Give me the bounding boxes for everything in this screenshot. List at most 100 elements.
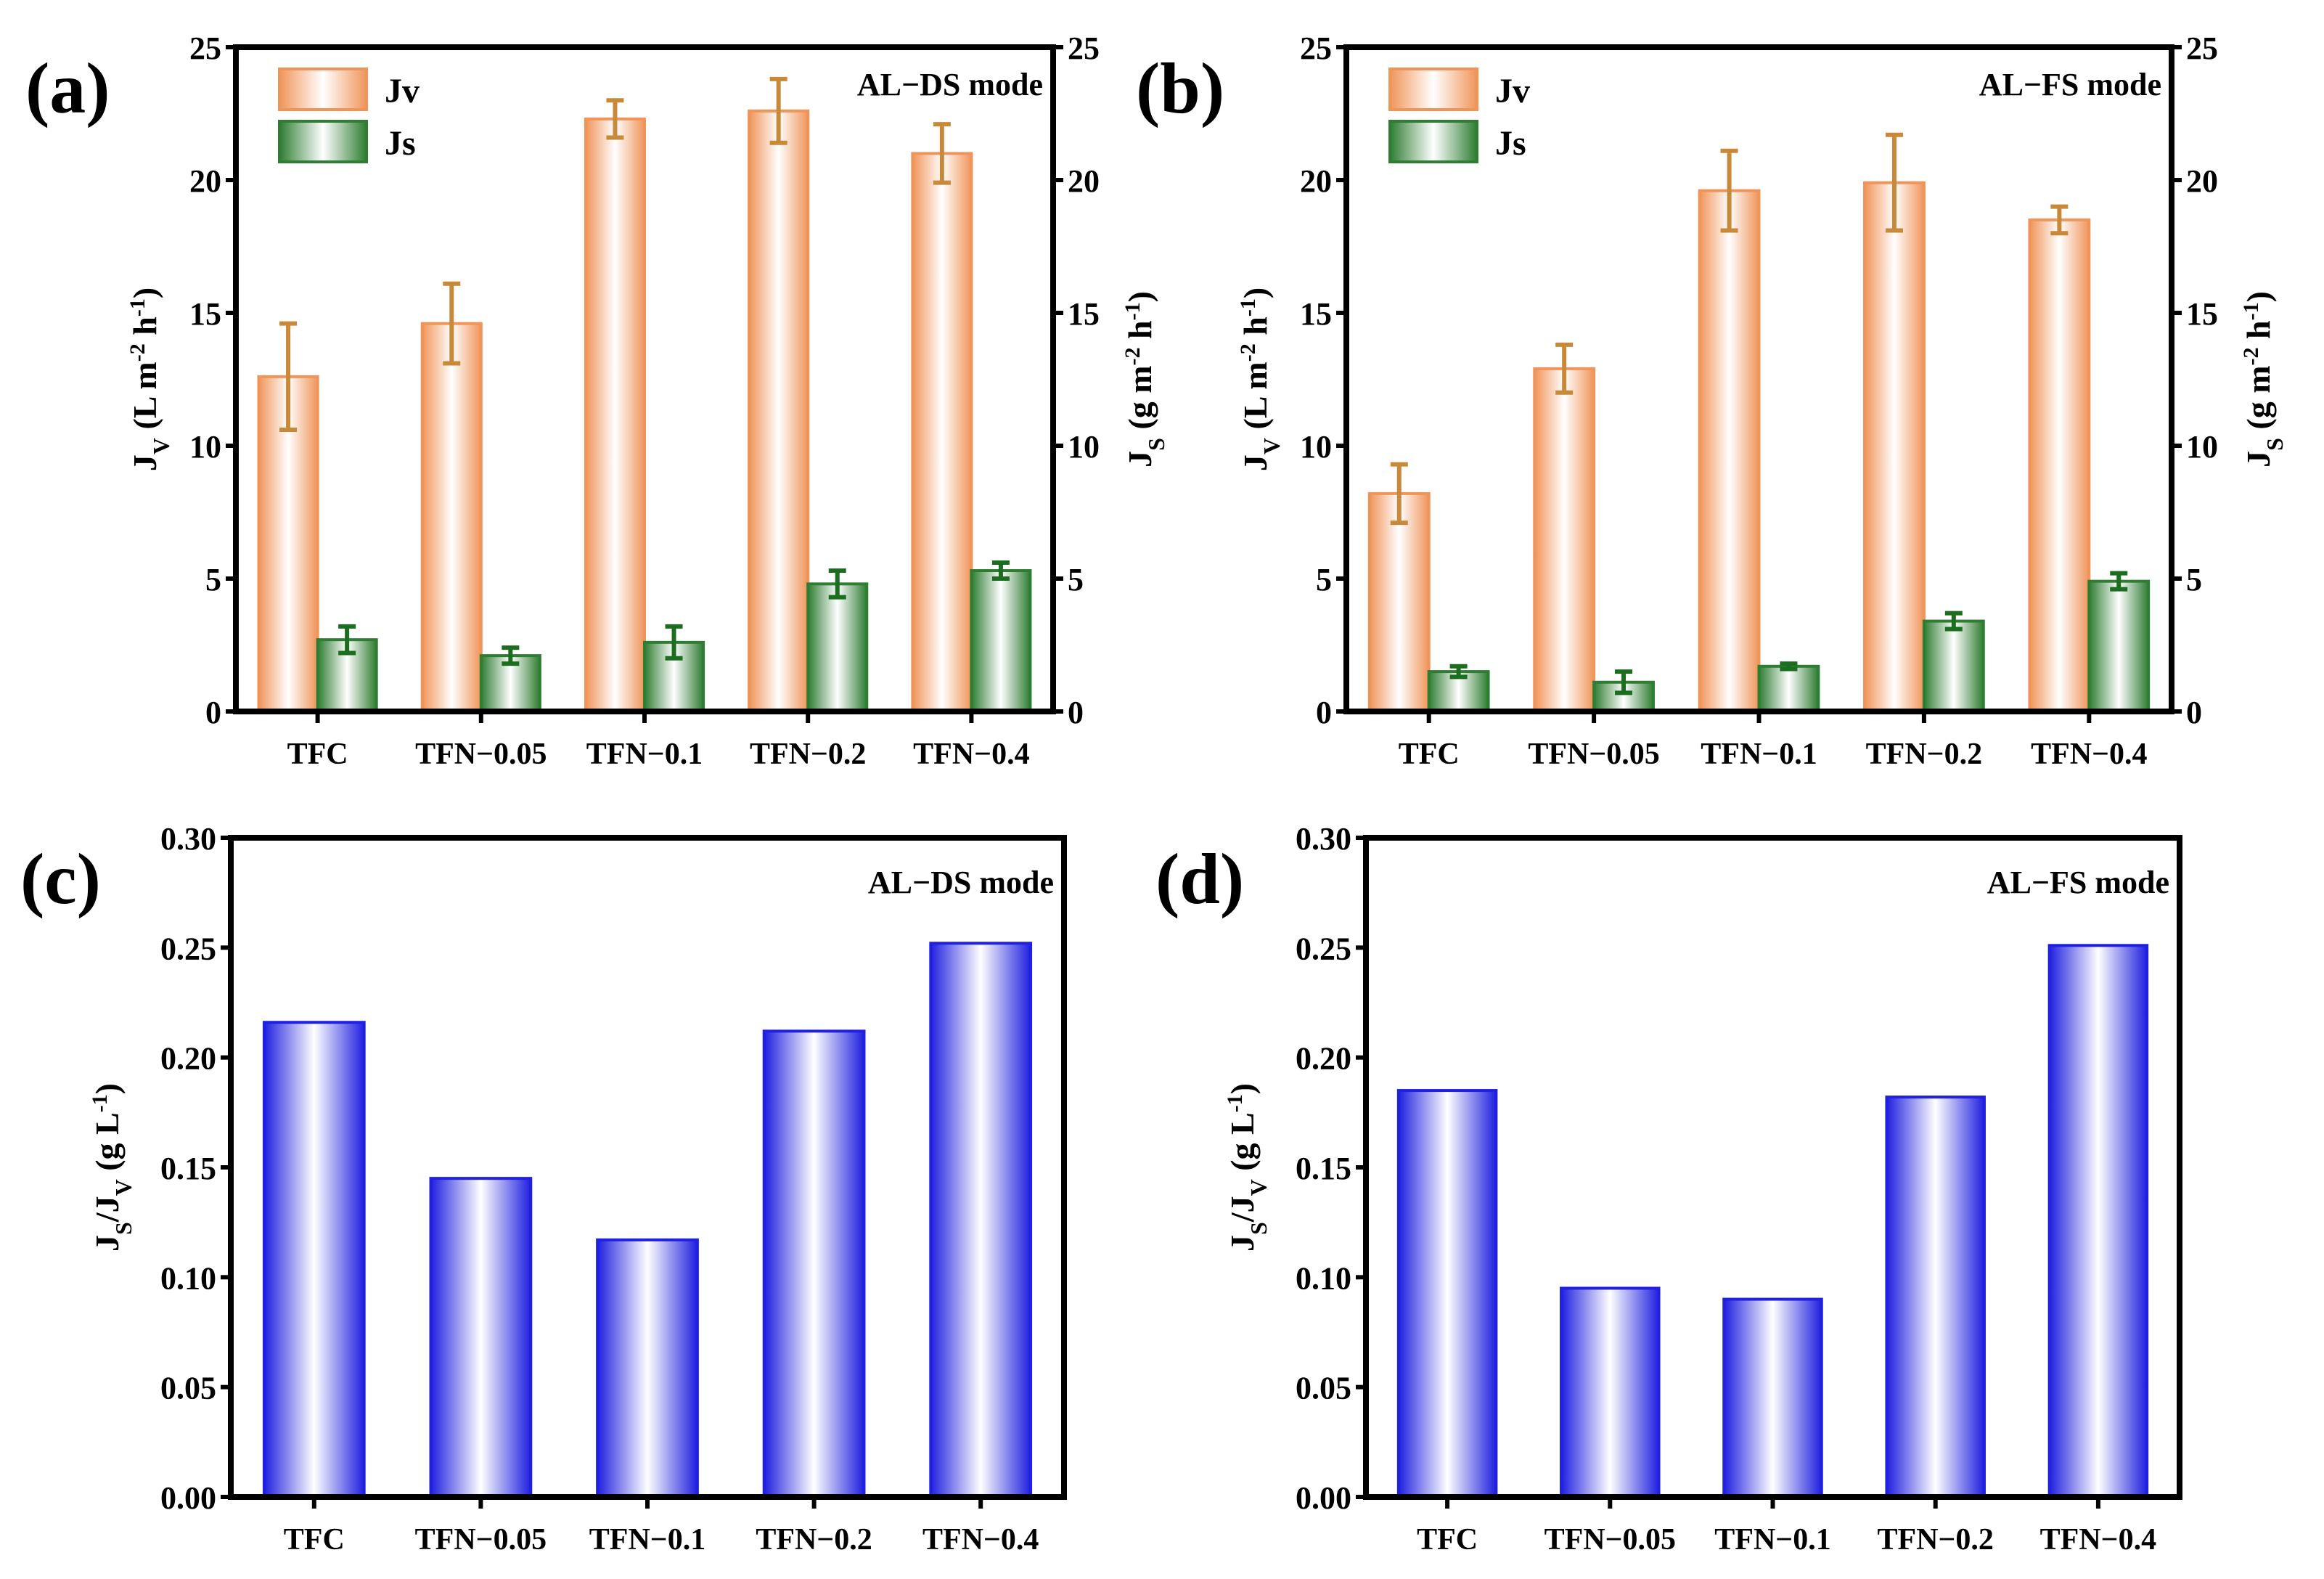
bar-js-3 [1922, 619, 1985, 713]
bar-jv-3 [1863, 181, 1926, 714]
y-tick-label: 5 [1316, 562, 1332, 597]
y2-tick-label: 15 [1068, 296, 1100, 332]
x-tick-label: TFN−0.2 [756, 1523, 872, 1556]
bar-js-4 [2087, 579, 2151, 713]
error-bar-jv-1 [443, 281, 461, 366]
bar-jv-0 [257, 375, 319, 714]
y-tick-label: 25 [189, 30, 221, 66]
bar-jv-3 [748, 109, 810, 713]
y-tick-label: 0.20 [1296, 1041, 1351, 1077]
mode-annotation: AL−FS mode [1987, 865, 2169, 900]
x-tick-label: TFC [287, 738, 348, 771]
bar-js-jv-2 [596, 1238, 699, 1498]
y-tick-label: 0.30 [160, 821, 216, 857]
error-bar-jv-1 [1555, 342, 1574, 395]
x-tick-label: TFN−0.2 [1877, 1523, 1993, 1556]
y-tick-label: 20 [189, 163, 221, 199]
x-tick-label: TFN−0.4 [913, 738, 1029, 771]
bar-js-jv-1 [429, 1177, 533, 1498]
x-tick-label: TFN−0.4 [2031, 738, 2147, 771]
x-tick-label: TFN−0.1 [1701, 738, 1817, 771]
y-tick-label: 10 [189, 429, 221, 465]
legend-label-js: Js [1495, 124, 1526, 163]
y-tick-label: 20 [1300, 163, 1332, 199]
x-tick-label: TFN−0.4 [922, 1523, 1039, 1556]
x-tick-label: TFC [1399, 738, 1460, 771]
y-tick-label: 0.00 [160, 1480, 216, 1516]
y-tick-label: 25 [1300, 30, 1332, 66]
y2-axis-label: JS (g m-2 h-1) [2239, 291, 2288, 468]
panel-label: (d) [1155, 839, 1244, 919]
mode-annotation: AL−FS mode [1979, 67, 2161, 102]
error-bar-jv-4 [933, 122, 951, 185]
bar-js-3 [806, 582, 869, 713]
legend-swatch-js [1388, 120, 1478, 163]
y-tick-label: 0.10 [1296, 1260, 1351, 1296]
bar-jv-1 [1533, 367, 1596, 713]
x-tick-label: TFN−0.4 [2040, 1523, 2156, 1556]
y-tick-label: 0.20 [160, 1041, 216, 1077]
error-bar-js-1 [1615, 669, 1633, 695]
bar-js-jv-1 [1560, 1286, 1661, 1498]
bar-js-jv-0 [1396, 1089, 1498, 1498]
error-bar-js-4 [991, 560, 1010, 581]
error-bar-jv-3 [769, 76, 787, 145]
bar-js-jv-0 [262, 1021, 366, 1498]
y-tick-label: 5 [205, 562, 221, 597]
y2-tick-label: 25 [1068, 30, 1100, 66]
y-tick-label: 0.05 [1296, 1371, 1351, 1406]
error-bar-jv-2 [606, 98, 624, 140]
error-bar-js-3 [828, 568, 846, 600]
y-tick-label: 0.15 [1296, 1151, 1351, 1186]
legend-label-jv: Jv [1495, 72, 1530, 110]
bar-js-jv-3 [762, 1029, 866, 1498]
error-bar-js-0 [338, 624, 356, 656]
bar-jv-2 [584, 117, 646, 713]
y-tick-label: 0.25 [160, 931, 216, 966]
legend-swatch-jv [278, 68, 368, 111]
x-tick-label: TFN−0.05 [415, 1523, 547, 1556]
bar-js-4 [970, 569, 1032, 714]
bar-js-jv-3 [1885, 1095, 1986, 1498]
x-tick-label: TFN−0.05 [415, 738, 547, 771]
y2-tick-label: 5 [1068, 562, 1084, 597]
bar-js-jv-4 [2047, 944, 2149, 1498]
y2-tick-label: 10 [2186, 429, 2218, 465]
y-tick-label: 0.15 [160, 1151, 216, 1186]
panel-label: (c) [20, 839, 101, 919]
panel-c: 0.00 0.05 0.10 0.15 0.20 0.25 0.30 TFC TFN−0.05 T… [20, 821, 1067, 1556]
x-tick-label: TFC [284, 1523, 345, 1556]
panel-label: (b) [1136, 48, 1224, 128]
bar-js-2 [1757, 664, 1820, 714]
bar-jv-0 [1367, 491, 1431, 713]
x-tick-label: TFN−0.1 [586, 738, 703, 771]
x-tick-label: TFN−0.2 [1866, 738, 1982, 771]
error-bar-js-3 [1944, 611, 1963, 632]
y-axis-label: JV (L m-2 h-1) [126, 287, 175, 471]
y-tick-label: 0.05 [160, 1371, 216, 1406]
error-bar-jv-0 [279, 321, 298, 433]
error-bar-jv-4 [2050, 204, 2069, 236]
y2-tick-label: 25 [2186, 30, 2218, 66]
y-axis-label: JS/JV (g L-1) [1223, 1083, 1272, 1252]
panel-label: (a) [25, 48, 110, 128]
bar-jv-2 [1698, 189, 1761, 713]
y-tick-label: 0.25 [1296, 931, 1351, 966]
bar-js-jv-4 [929, 942, 1033, 1498]
y2-tick-label: 0 [1068, 695, 1084, 730]
y-axis-label: JS/JV (g L-1) [88, 1083, 137, 1252]
legend-label-js: Js [385, 124, 416, 163]
y2-tick-label: 0 [2186, 695, 2202, 730]
error-bar-js-2 [665, 624, 683, 661]
y2-tick-label: 20 [1068, 163, 1100, 199]
x-tick-label: TFN−0.2 [750, 738, 866, 771]
y-tick-label: 0.30 [1296, 821, 1351, 857]
y-tick-label: 0.00 [1296, 1480, 1351, 1516]
x-tick-label: TFC [1417, 1523, 1478, 1556]
y-axis-label: JV (L m-2 h-1) [1236, 287, 1285, 471]
y-tick-label: 0 [1316, 695, 1332, 730]
panel-a: 0 0 5 5 10 10 15 15 20 20 25 25 TFC TFN−0.05 TFN−0.1 TF… [25, 30, 1169, 771]
panel-b: 0 0 5 5 10 10 15 15 20 20 25 25 TFC TFN−0.05 TFN−0.1 TF… [1136, 30, 2288, 771]
legend-swatch-js [278, 120, 368, 163]
